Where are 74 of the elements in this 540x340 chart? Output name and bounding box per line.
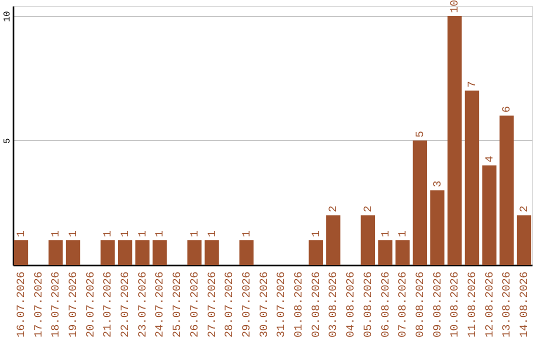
bar (412, 140, 428, 265)
bar (360, 215, 376, 265)
bar (482, 165, 496, 265)
data-label: 1 (16, 230, 28, 238)
data-label: 2 (328, 206, 340, 212)
data-label: 1 (137, 230, 150, 238)
bar (464, 90, 480, 265)
x-tick-label: 09.08.2026 (432, 272, 444, 338)
bar (48, 240, 63, 265)
bar (152, 240, 167, 265)
data-label: 3 (432, 180, 444, 188)
x-tick-label: 01.08.2026 (294, 272, 306, 338)
data-label: 4 (484, 155, 496, 162)
x-tick-label: 11.08.2026 (466, 272, 479, 338)
bar (500, 116, 514, 265)
x-tick-label: 07.08.2026 (398, 272, 410, 338)
bar (378, 240, 392, 265)
x-tick-label: 18.07.2026 (50, 272, 63, 338)
x-tick-label: 12.08.2026 (484, 272, 496, 338)
bar (448, 16, 462, 265)
bar (135, 240, 150, 265)
x-tick-label: 05.08.2026 (362, 272, 375, 338)
data-label: 1 (206, 230, 219, 238)
bar (14, 240, 28, 265)
data-label: 1 (154, 230, 167, 238)
bar (204, 240, 219, 265)
data-label: 10 (450, 0, 462, 13)
x-tick-label: 17.07.2026 (33, 272, 46, 338)
data-label: 1 (120, 230, 132, 238)
x-tick-label: 10.08.2026 (450, 272, 462, 338)
data-label: 2 (362, 206, 375, 212)
bar (516, 215, 532, 265)
data-label: 1 (50, 230, 63, 238)
bar (326, 215, 340, 265)
x-tick-label: 27.07.2026 (206, 272, 219, 338)
bar (395, 240, 410, 265)
x-tick-label: 31.07.2026 (276, 272, 288, 338)
bar (430, 190, 444, 265)
x-tick-label: 13.08.2026 (502, 272, 514, 338)
data-label: 1 (68, 230, 80, 238)
x-tick-label: 20.07.2026 (85, 272, 98, 338)
x-tick-label: 02.08.2026 (310, 272, 323, 338)
data-label: 1 (241, 230, 254, 238)
x-tick-label: 22.07.2026 (120, 272, 132, 338)
x-tick-label: 08.08.2026 (414, 272, 427, 338)
bar (100, 240, 115, 265)
bar (187, 240, 202, 265)
x-tick-label: 24.07.2026 (154, 272, 167, 338)
data-label: 5 (414, 130, 427, 138)
x-tick-label: 04.08.2026 (346, 272, 358, 338)
x-tick-label: 21.07.2026 (102, 272, 115, 338)
bar (239, 240, 254, 265)
data-label: 2 (519, 206, 532, 212)
x-tick-label: 14.08.2026 (519, 272, 532, 338)
bar (308, 240, 323, 265)
data-label: 1 (189, 230, 202, 238)
x-tick-label: 06.08.2026 (380, 272, 392, 338)
x-tick-label: 30.07.2026 (258, 272, 271, 338)
x-tick-label: 26.07.2026 (189, 272, 202, 338)
data-label: 1 (102, 230, 115, 238)
data-label: 1 (310, 230, 323, 238)
data-label: 1 (398, 230, 410, 238)
data-label: 7 (466, 81, 479, 88)
data-label: 1 (380, 230, 392, 238)
x-tick-label: 28.07.2026 (224, 272, 236, 338)
x-tick-label: 25.07.2026 (172, 272, 184, 338)
x-tick-label: 19.07.2026 (68, 272, 80, 338)
x-tick-label: 29.07.2026 (241, 272, 254, 338)
x-tick-label: 23.07.2026 (137, 272, 150, 338)
data-label: 6 (502, 106, 514, 113)
bar (66, 240, 80, 265)
x-tick-label: 03.08.2026 (328, 272, 340, 338)
x-tick-label: 16.07.2026 (16, 272, 28, 338)
bar (118, 240, 132, 265)
